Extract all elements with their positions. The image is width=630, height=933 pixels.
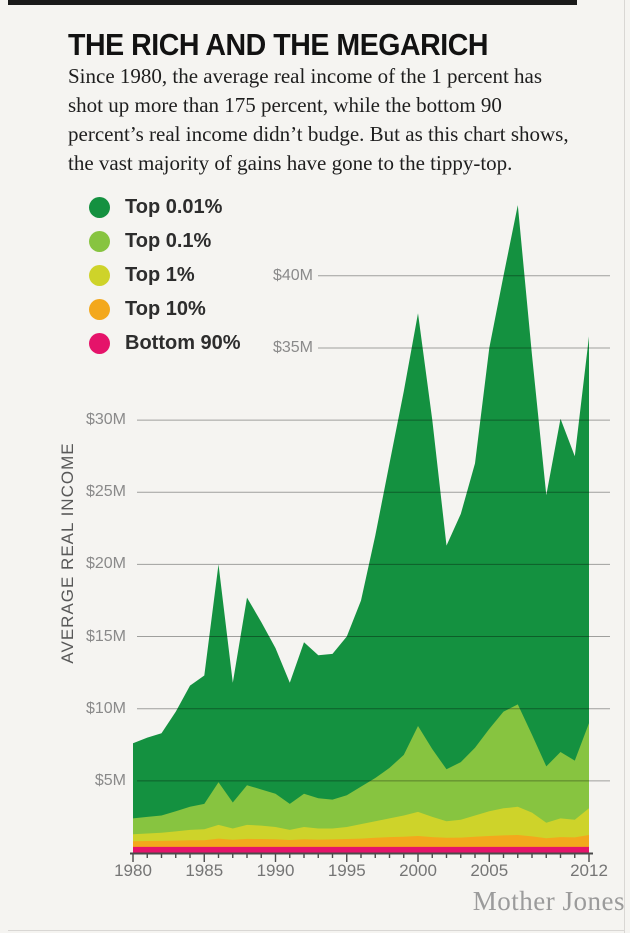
legend-label: Top 0.1% (125, 229, 212, 252)
area-top-0-01- (133, 205, 589, 854)
legend-label: Top 1% (125, 263, 195, 286)
legend-item: Top 10% (89, 292, 241, 326)
right-border (624, 0, 625, 933)
chart-description: Since 1980, the average real income of t… (68, 64, 569, 175)
mother-jones-logo: Mother Jones (472, 886, 625, 916)
legend-swatch-icon (89, 332, 110, 354)
y-tick-label-30m: $30M (85, 411, 126, 429)
x-tick-label-1990: 1990 (256, 861, 295, 880)
y-tick-label-15m: $15M (85, 627, 126, 645)
x-tick-label-2005: 2005 (470, 861, 509, 880)
y-tick-label-20m: $20M (85, 555, 126, 573)
legend-swatch-icon (89, 230, 110, 252)
legend-item: Top 0.01% (89, 190, 241, 224)
y-tick-label-25m: $25M (85, 483, 126, 501)
legend-label: Bottom 90% (125, 331, 241, 354)
legend-swatch-icon (89, 298, 110, 320)
x-tick-label-2012: 2012 (570, 861, 608, 880)
y-tick-label-35m: $35M (272, 338, 313, 356)
y-tick-label-10m: $10M (85, 699, 126, 717)
x-tick-label-1995: 1995 (327, 861, 366, 880)
legend-item: Bottom 90% (89, 326, 241, 360)
x-tick-label-1980: 1980 (114, 861, 152, 880)
area-bottom-90- (133, 846, 589, 853)
legend-label: Top 10% (125, 297, 206, 320)
legend-label: Top 0.01% (125, 195, 223, 218)
chart-legend: Top 0.01% Top 0.1% Top 1% Top 10% Bottom 90% (89, 190, 241, 360)
top-border (8, 0, 577, 5)
page-title: THE RICH AND THE MEGARICH (68, 27, 488, 62)
x-tick-label-1985: 1985 (185, 861, 224, 880)
y-tick-label-5m: $5M (94, 771, 126, 789)
bottom-border (8, 930, 624, 931)
legend-item: Top 1% (89, 258, 241, 292)
legend-swatch-icon (89, 264, 110, 286)
y-tick-label-40m: $40M (272, 266, 313, 284)
x-tick-label-2000: 2000 (399, 861, 437, 880)
legend-item: Top 0.1% (89, 224, 241, 258)
legend-swatch-icon (89, 196, 110, 218)
y-axis-title: AVERAGE REAL INCOME (58, 442, 77, 664)
